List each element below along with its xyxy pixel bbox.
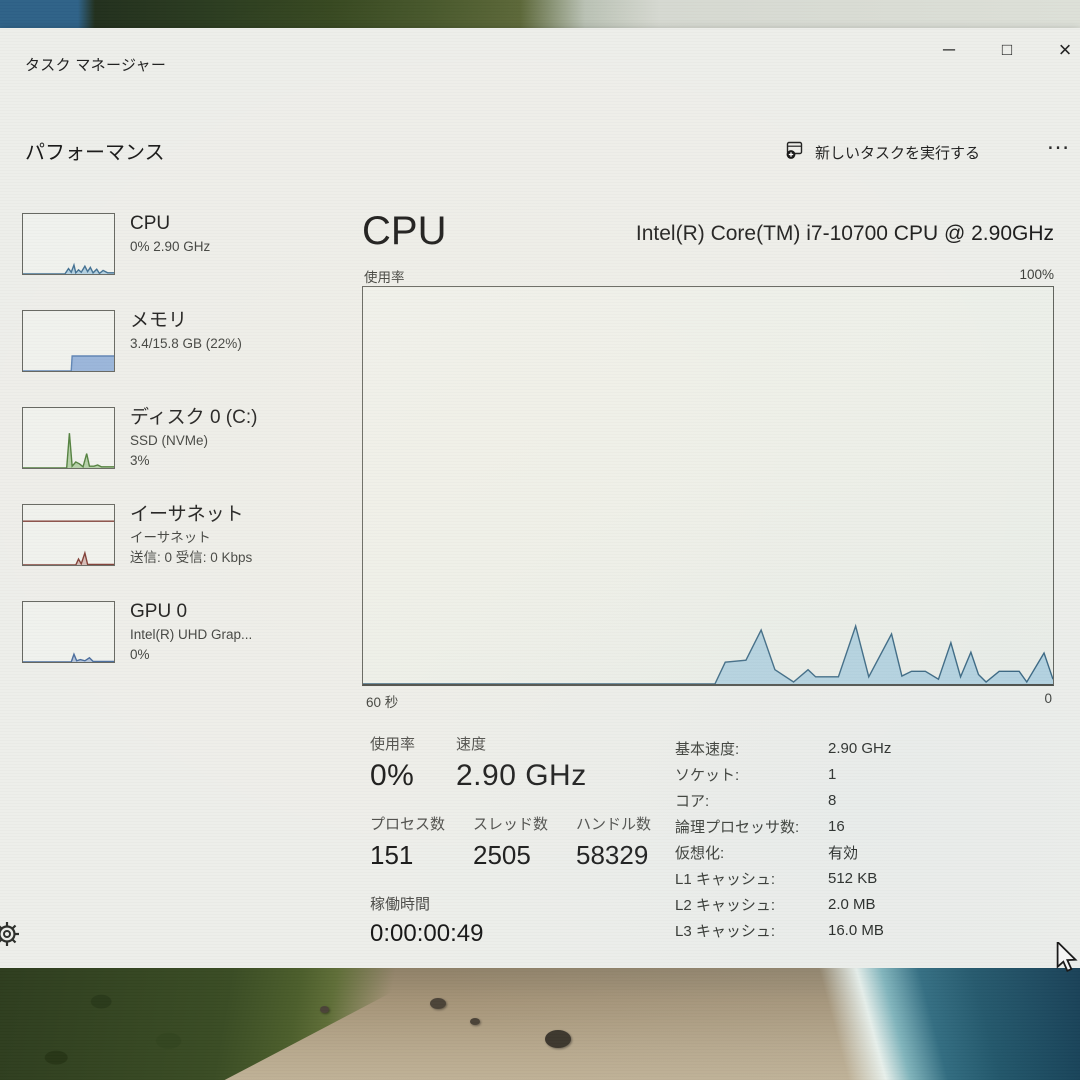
processes-value: 151 xyxy=(370,840,414,870)
titlebar[interactable]: タスク マネージャー ─ □ × xyxy=(0,28,1080,80)
cpu-panel-title: CPU xyxy=(362,209,447,253)
desktop-wallpaper-bottom xyxy=(0,968,1080,1080)
sidebar-memory-status: 3.4/15.8 GB (22%) xyxy=(130,335,242,351)
cpu-detail-panel: CPU Intel(R) Core(TM) i7-10700 CPU @ 2.9… xyxy=(362,198,1054,963)
detail-row: L3 キャッシュ: 16.0 MB xyxy=(675,921,884,940)
more-options-icon[interactable]: … xyxy=(1046,128,1072,155)
cpu-spec-details: 基本速度: 2.90 GHz ソケット: 1 コア: 8 論理プロセッサ数: 1… xyxy=(675,735,1045,943)
disk-thumbnail-chart xyxy=(22,407,115,469)
chart-usage-label: 使用率 xyxy=(364,270,405,285)
minimize-button[interactable]: ─ xyxy=(942,40,956,59)
sidebar-gpu-status: 0% xyxy=(130,646,150,662)
processes-label: プロセス数 xyxy=(370,816,446,833)
chart-x-right-label: 0 xyxy=(1044,691,1052,706)
sidebar-memory-label: メモリ xyxy=(130,310,188,331)
detail-row: 基本速度: 2.90 GHz xyxy=(675,739,892,758)
sidebar-cpu-label: CPU xyxy=(130,213,171,234)
detail-row: L2 キャッシュ: 2.0 MB xyxy=(675,895,876,914)
sidebar-item-cpu[interactable]: CPU 0% 2.90 GHz xyxy=(22,211,357,308)
sidebar-disk-label: ディスク 0 (C:) xyxy=(130,407,258,428)
sidebar-gpu-name: Intel(R) UHD Grap... xyxy=(130,626,253,642)
sidebar-ethernet-status: 送信: 0 受信: 0 Kbps xyxy=(130,549,253,565)
performance-sidebar: CPU 0% 2.90 GHz メモリ 3.4/15.8 GB (22%) ディ… xyxy=(22,211,357,696)
cpu-stats: 使用率 0% 速度 2.90 GHz プロセス数 151 スレッド数 xyxy=(362,733,1054,963)
gear-icon xyxy=(0,922,19,946)
sidebar-ethernet-label: イーサネット xyxy=(130,504,244,525)
sidebar-gpu-label: GPU 0 xyxy=(130,601,188,622)
mouse-cursor xyxy=(1053,939,1080,979)
threads-label: スレッド数 xyxy=(473,816,549,833)
sidebar-ethernet-adapter: イーサネット xyxy=(130,529,211,545)
run-new-task-icon xyxy=(785,140,805,164)
sidebar-disk-status: 3% xyxy=(130,452,150,468)
speed-label: 速度 xyxy=(456,736,487,753)
handles-label: ハンドル数 xyxy=(576,816,652,833)
uptime-label: 稼働時間 xyxy=(370,896,431,913)
sidebar-item-gpu0[interactable]: GPU 0 Intel(R) UHD Grap... 0% xyxy=(22,599,357,696)
sidebar-item-memory[interactable]: メモリ 3.4/15.8 GB (22%) xyxy=(22,308,357,405)
cpu-thumbnail-chart xyxy=(22,213,115,275)
handles-value: 58329 xyxy=(576,840,649,870)
run-new-task-button[interactable]: 新しいタスクを実行する xyxy=(777,134,988,170)
desktop-wallpaper-top xyxy=(0,0,1080,28)
detail-row: L1 キャッシュ: 512 KB xyxy=(675,869,878,888)
window-controls: ─ □ × xyxy=(920,28,1080,72)
sidebar-item-disk0[interactable]: ディスク 0 (C:) SSD (NVMe) 3% xyxy=(22,405,357,502)
window-title: タスク マネージャー xyxy=(25,57,167,74)
run-new-task-label: 新しいタスクを実行する xyxy=(814,144,980,162)
cpu-model-name: Intel(R) Core(TM) i7-10700 CPU @ 2.90GHz xyxy=(635,222,1054,245)
usage-label: 使用率 xyxy=(370,736,416,753)
memory-thumbnail-chart xyxy=(22,310,115,372)
chart-x-left-label: 60 秒 xyxy=(366,695,399,710)
detail-row: コア: 8 xyxy=(675,791,837,810)
page-title: パフォーマンス xyxy=(25,142,165,164)
threads-value: 2505 xyxy=(473,840,531,870)
cpu-usage-chart xyxy=(362,286,1054,686)
detail-row: 論理プロセッサ数: 16 xyxy=(675,817,845,836)
close-button[interactable]: × xyxy=(1058,37,1072,62)
usage-value: 0% xyxy=(370,759,415,792)
task-manager-window: タスク マネージャー ─ □ × パフォーマンス 新しいタスクを実行する … xyxy=(0,28,1080,968)
maximize-button[interactable]: □ xyxy=(1001,40,1013,59)
detail-row: ソケット: 1 xyxy=(675,765,837,784)
gpu-thumbnail-chart xyxy=(22,601,115,663)
chart-ymax-label: 100% xyxy=(1019,267,1054,282)
sidebar-cpu-status: 0% 2.90 GHz xyxy=(130,238,211,254)
detail-row: 仮想化: 有効 xyxy=(675,844,859,862)
settings-button[interactable] xyxy=(0,918,23,950)
uptime-value: 0:00:00:49 xyxy=(370,920,484,947)
wallpaper-ocean xyxy=(799,968,1080,1080)
sidebar-item-ethernet[interactable]: イーサネット イーサネット 送信: 0 受信: 0 Kbps xyxy=(22,502,357,599)
ethernet-thumbnail-chart xyxy=(22,504,115,566)
sidebar-disk-type: SSD (NVMe) xyxy=(130,432,209,448)
speed-value: 2.90 GHz xyxy=(456,759,587,792)
page-header: パフォーマンス 新しいタスクを実行する … xyxy=(0,128,1080,174)
